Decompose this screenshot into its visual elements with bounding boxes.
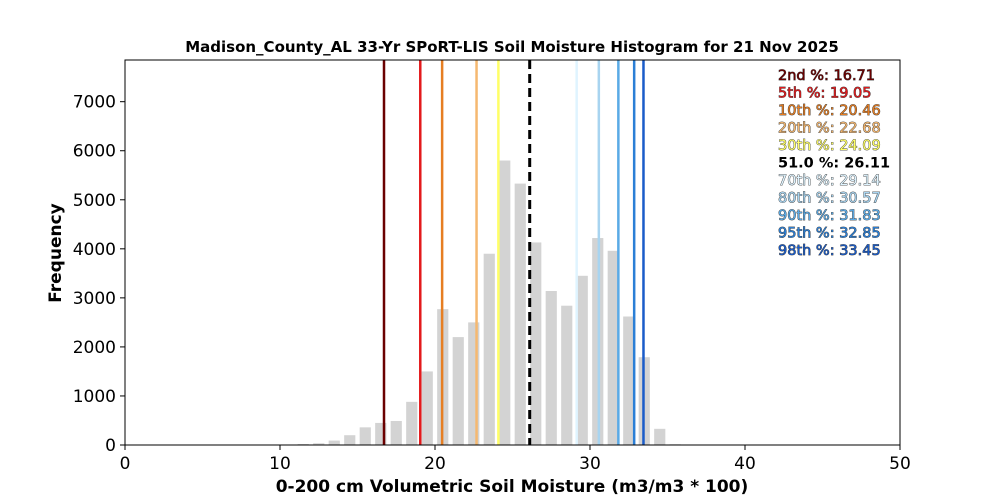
bars-layer bbox=[282, 160, 681, 446]
histogram-bar bbox=[607, 250, 619, 445]
y-tick-label: 3000 bbox=[73, 289, 116, 309]
histogram-bar bbox=[344, 435, 356, 445]
histogram-bar bbox=[375, 422, 387, 445]
y-tick-label: 4000 bbox=[73, 240, 116, 260]
legend-entry: 30th %: 24.09 bbox=[778, 138, 881, 154]
x-tick-label: 10 bbox=[269, 454, 291, 474]
x-axis-ticks: 0 10 20 30 40 50 bbox=[120, 445, 911, 474]
histogram-bar bbox=[421, 371, 433, 445]
x-axis-label: 0-200 cm Volumetric Soil Moisture (m3/m3… bbox=[276, 477, 749, 497]
legend-entry: 95th %: 32.85 bbox=[778, 226, 881, 242]
histogram-bar bbox=[390, 420, 402, 445]
x-tick-label: 50 bbox=[889, 454, 911, 474]
histogram-bar bbox=[623, 316, 635, 445]
legend-entry: 98th %: 33.45 bbox=[778, 243, 881, 259]
histogram-bar bbox=[359, 427, 371, 445]
histogram-bar bbox=[530, 242, 542, 445]
histogram-bar bbox=[328, 440, 340, 445]
legend-entry: 90th %: 31.83 bbox=[778, 208, 881, 224]
histogram-bar bbox=[545, 291, 557, 445]
histogram-bar bbox=[406, 401, 418, 445]
legend-entry: 51.0 %: 26.11 bbox=[778, 156, 890, 172]
x-tick-label: 40 bbox=[734, 454, 756, 474]
plot-area-frame bbox=[124, 59, 901, 446]
y-tick-label: 6000 bbox=[73, 142, 116, 162]
y-tick-label: 0 bbox=[105, 436, 116, 456]
histogram-bar bbox=[654, 428, 666, 445]
x-tick-label: 0 bbox=[120, 454, 131, 474]
percentile-lines-layer bbox=[382, 60, 645, 445]
histogram-bar bbox=[452, 337, 464, 445]
legend-entry: 10th %: 20.46 bbox=[778, 103, 881, 119]
histogram-bar bbox=[499, 160, 511, 446]
y-tick-label: 1000 bbox=[73, 387, 116, 407]
histogram-bar bbox=[483, 253, 495, 445]
y-tick-label: 7000 bbox=[73, 93, 116, 113]
x-tick-label: 20 bbox=[424, 454, 446, 474]
x-tick-label: 30 bbox=[579, 454, 601, 474]
y-axis-ticks: 0 1000 2000 3000 4000 5000 6000 7000 bbox=[73, 93, 125, 456]
legend-entry: 70th %: 29.14 bbox=[778, 173, 881, 189]
histogram-bar bbox=[514, 183, 526, 446]
legend-entry: 80th %: 30.57 bbox=[778, 191, 881, 207]
histogram-bar bbox=[468, 322, 480, 445]
legend-entry: 2nd %: 16.71 bbox=[778, 68, 875, 84]
legend-entry: 20th %: 22.68 bbox=[778, 121, 881, 137]
y-tick-label: 5000 bbox=[73, 191, 116, 211]
legend-entry: 5th %: 19.05 bbox=[778, 86, 872, 102]
histogram-bar bbox=[561, 305, 573, 445]
histogram-bar bbox=[576, 275, 588, 445]
y-tick-label: 2000 bbox=[73, 338, 116, 358]
y-axis-label: Frequency bbox=[46, 203, 66, 303]
chart-title: Madison_County_AL 33-Yr SPoRT-LIS Soil M… bbox=[185, 38, 839, 56]
histogram-bar bbox=[313, 443, 325, 445]
